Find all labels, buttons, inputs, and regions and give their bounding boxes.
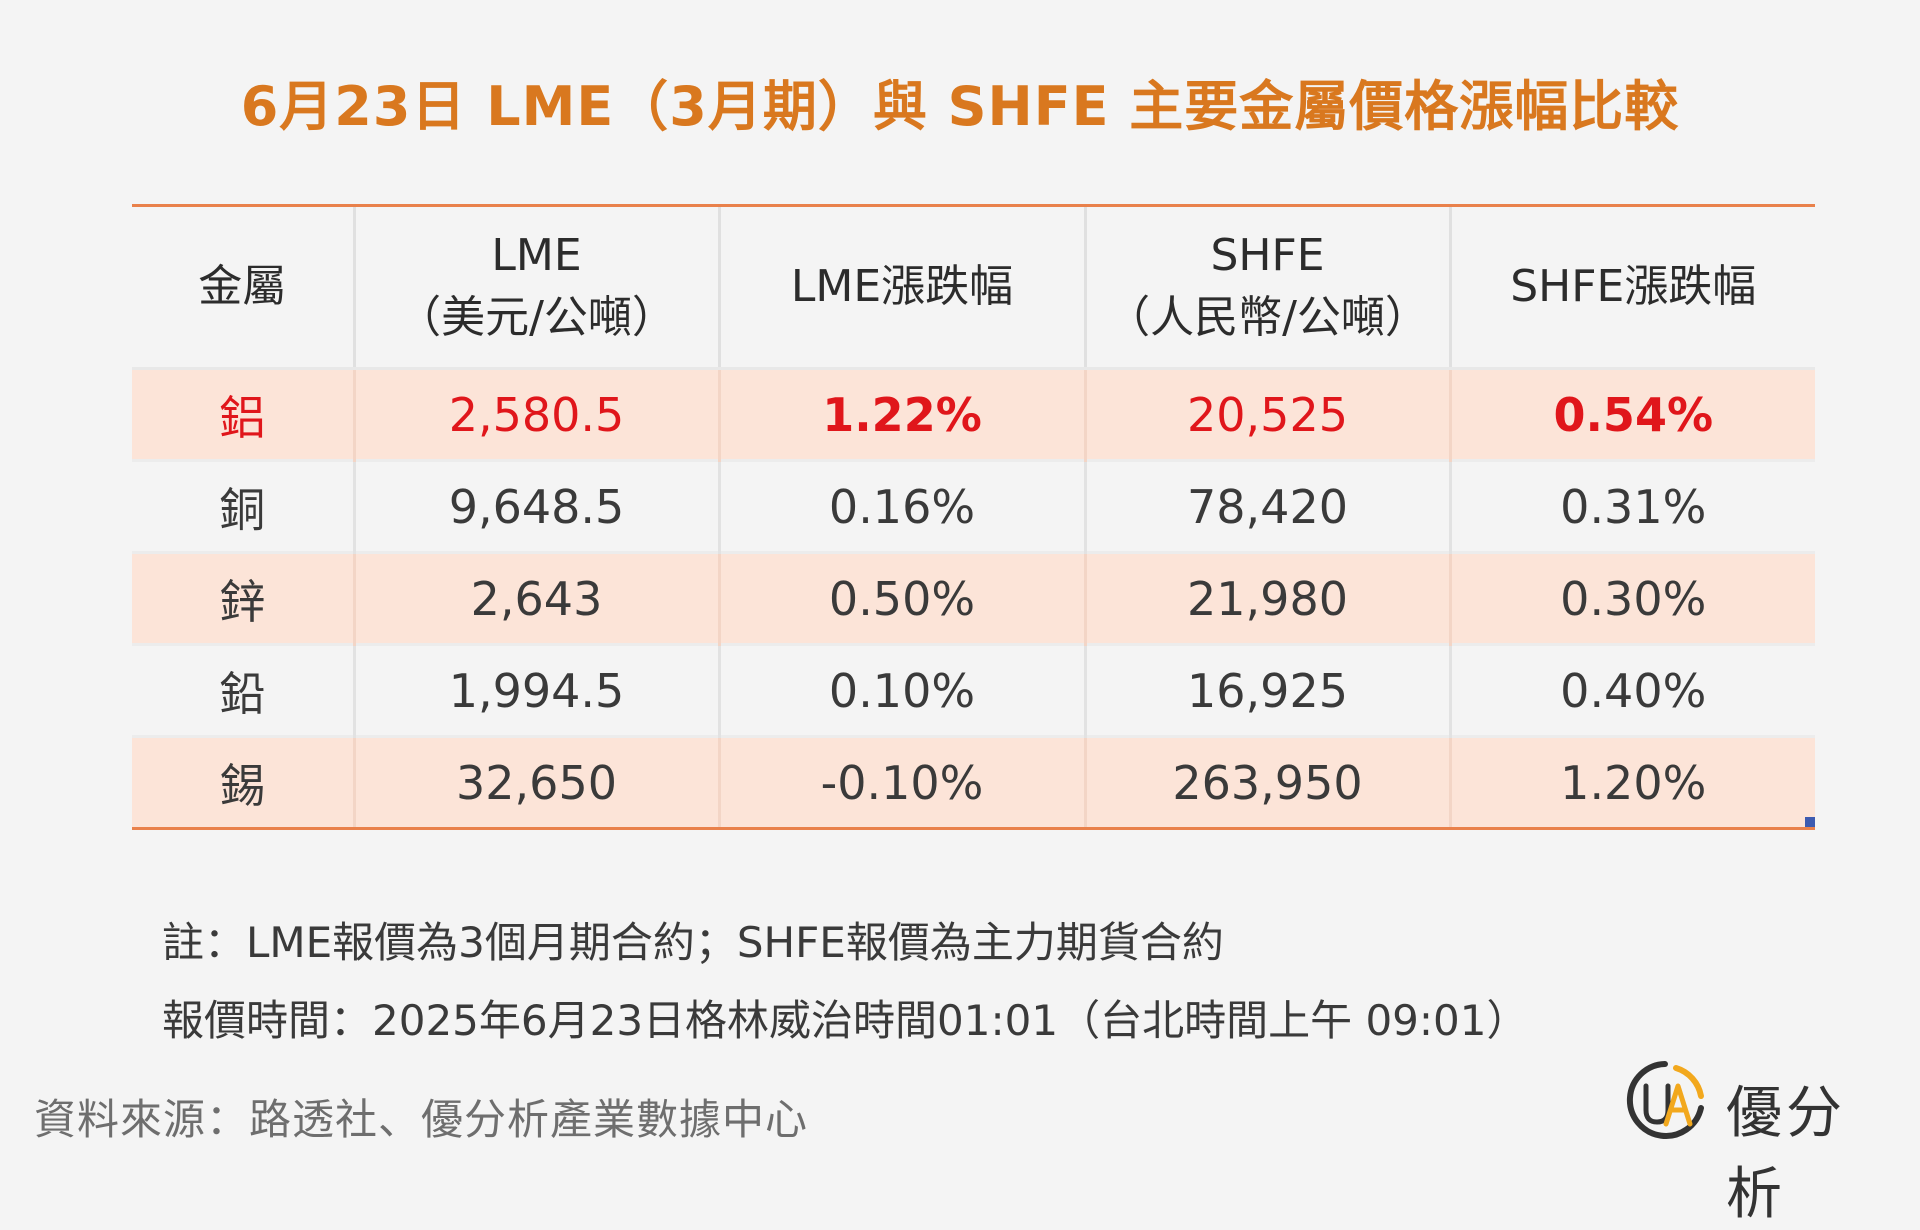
header-lme-change-line1: LME漲跌幅 (790, 261, 1014, 312)
cell-lme-change: -0.10% (717, 735, 1085, 827)
cell-metal: 錫 (132, 735, 354, 827)
table-row-zinc: 鋅 2,643 0.50% 21,980 0.30% (132, 551, 1815, 645)
header-metal: 金屬 (132, 207, 354, 370)
note-contract: 註：LME報價為3個月期合約；SHFE報價為主力期貨合約 (162, 918, 1224, 967)
cell-lme-change: 0.10% (717, 643, 1085, 737)
cell-metal: 銅 (132, 459, 354, 553)
cell-shfe-change: 0.30% (1448, 551, 1815, 645)
table-corner-marker (1805, 817, 1815, 827)
header-lme-price: LME （美元/公噸） (352, 207, 719, 370)
cell-lme-price: 2,580.5 (352, 367, 719, 461)
cell-shfe-change: 0.31% (1448, 459, 1815, 553)
cell-shfe-change: 0.54% (1448, 367, 1815, 461)
cell-shfe-change: 1.20% (1448, 735, 1815, 827)
table-row-tin: 錫 32,650 -0.10% 263,950 1.20% (132, 735, 1815, 827)
ua-logo-icon (1626, 1061, 1704, 1139)
header-shfe-price-unit: （人民幣/公噸） (1106, 292, 1429, 343)
table-row-copper: 銅 9,648.5 0.16% 78,420 0.31% (132, 459, 1815, 553)
cell-metal: 鋅 (132, 551, 354, 645)
cell-lme-price: 32,650 (352, 735, 719, 827)
cell-shfe-price: 21,980 (1083, 551, 1450, 645)
cell-lme-change: 0.50% (717, 551, 1085, 645)
cell-shfe-change: 0.40% (1448, 643, 1815, 737)
cell-lme-price: 2,643 (352, 551, 719, 645)
header-metal-line1: 金屬 (198, 261, 287, 312)
logo-text: 優分析 (1726, 1081, 1846, 1227)
data-source: 資料來源：路透社、優分析產業數據中心 (34, 1095, 809, 1144)
chart-title: 6月23日 LME（3月期）與 SHFE 主要金屬價格漲幅比較 (240, 75, 1680, 138)
cell-shfe-price: 16,925 (1083, 643, 1450, 737)
header-shfe-change: SHFE漲跌幅 (1448, 207, 1815, 370)
header-lme-price-line1: LME (491, 230, 582, 281)
brand-logo: 優分析 (1624, 1052, 1904, 1227)
header-shfe-price: SHFE （人民幣/公噸） (1083, 207, 1450, 370)
cell-metal: 鉛 (132, 643, 354, 737)
price-table: 金屬 LME （美元/公噸） LME漲跌幅 SHFE （人民幣/公噸） SHFE… (132, 204, 1815, 830)
header-lme-price-unit: （美元/公噸） (397, 292, 676, 343)
header-shfe-change-line1: SHFE漲跌幅 (1510, 261, 1757, 312)
table-row-lead: 鉛 1,994.5 0.10% 16,925 0.40% (132, 643, 1815, 737)
header-row: 金屬 LME （美元/公噸） LME漲跌幅 SHFE （人民幣/公噸） SHFE… (132, 207, 1815, 370)
cell-lme-change: 0.16% (717, 459, 1085, 553)
header-shfe-price-line1: SHFE (1210, 230, 1325, 281)
cell-shfe-price: 20,525 (1083, 367, 1450, 461)
cell-lme-price: 9,648.5 (352, 459, 719, 553)
cell-lme-change: 1.22% (717, 367, 1085, 461)
notes: 註：LME報價為3個月期合約；SHFE報價為主力期貨合約 報價時間：2025年6… (162, 904, 1528, 1060)
cell-shfe-price: 78,420 (1083, 459, 1450, 553)
cell-lme-price: 1,994.5 (352, 643, 719, 737)
cell-metal: 鋁 (132, 367, 354, 461)
table-row-aluminum: 鋁 2,580.5 1.22% 20,525 0.54% (132, 367, 1815, 461)
cell-shfe-price: 263,950 (1083, 735, 1450, 827)
note-quote-time: 報價時間：2025年6月23日格林威治時間01:01（台北時間上午 09:01） (162, 996, 1529, 1045)
header-lme-change: LME漲跌幅 (717, 207, 1085, 370)
